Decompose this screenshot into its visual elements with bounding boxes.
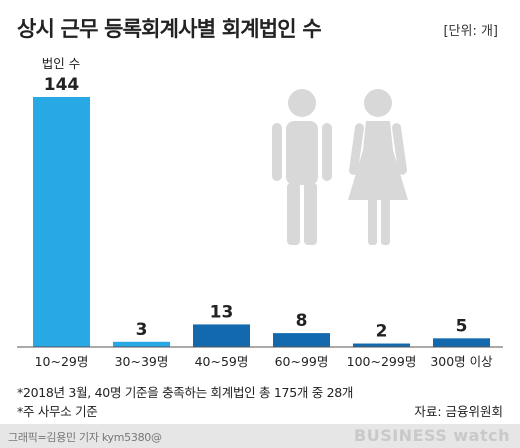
bar-5	[353, 343, 410, 347]
footnote-1: *2018년 3월, 40명 기준을 충족하는 회계법인 총 175개 중 28…	[17, 385, 354, 400]
bar-value-label-5: 2	[376, 322, 388, 342]
bar-value-label-4: 8	[296, 311, 308, 331]
bar-value-label-2: 3	[136, 320, 148, 340]
chart-title: 상시 근무 등록회계사별 회계법인 수	[17, 17, 322, 41]
bar-2	[113, 341, 170, 347]
footnote-2: *주 사무소 기준	[17, 404, 98, 419]
value-labels-group: 144 3 13 8 2 5	[44, 75, 468, 342]
x-tick-label-4: 60~99명	[275, 354, 329, 369]
bar-4	[273, 333, 330, 347]
x-tick-label-3: 40~59명	[195, 354, 249, 369]
bar-1	[33, 97, 90, 347]
x-tick-label-1: 10~29명	[35, 354, 89, 369]
bar-6	[433, 338, 490, 347]
x-tick-label-6: 300명 이상	[430, 354, 493, 369]
bar-value-label-6: 5	[456, 316, 468, 336]
man-figure-icon	[272, 89, 332, 245]
bar-series-caption: 법인 수	[42, 56, 80, 71]
bar-3	[193, 324, 250, 347]
bar-value-label-1: 144	[44, 75, 80, 95]
x-tick-label-5: 100~299명	[347, 354, 417, 369]
people-illustration	[272, 89, 408, 245]
woman-figure-icon	[348, 89, 408, 245]
unit-label: [단위: 개]	[443, 24, 498, 39]
brand-logo: BUSINESS watch	[354, 426, 510, 445]
x-tick-labels-group: 10~29명 30~39명 40~59명 60~99명 100~299명 300명 이상	[35, 354, 494, 369]
graphic-credit: 그래픽=김용민 기자 kym5380@	[8, 431, 162, 444]
source-label: 자료: 금융위원회	[414, 404, 503, 419]
x-tick-label-2: 30~39명	[115, 354, 169, 369]
bars-group	[33, 97, 490, 347]
footer-bar: 그래픽=김용민 기자 kym5380@ BUSINESS watch	[0, 424, 520, 448]
bar-value-label-3: 13	[210, 302, 234, 322]
